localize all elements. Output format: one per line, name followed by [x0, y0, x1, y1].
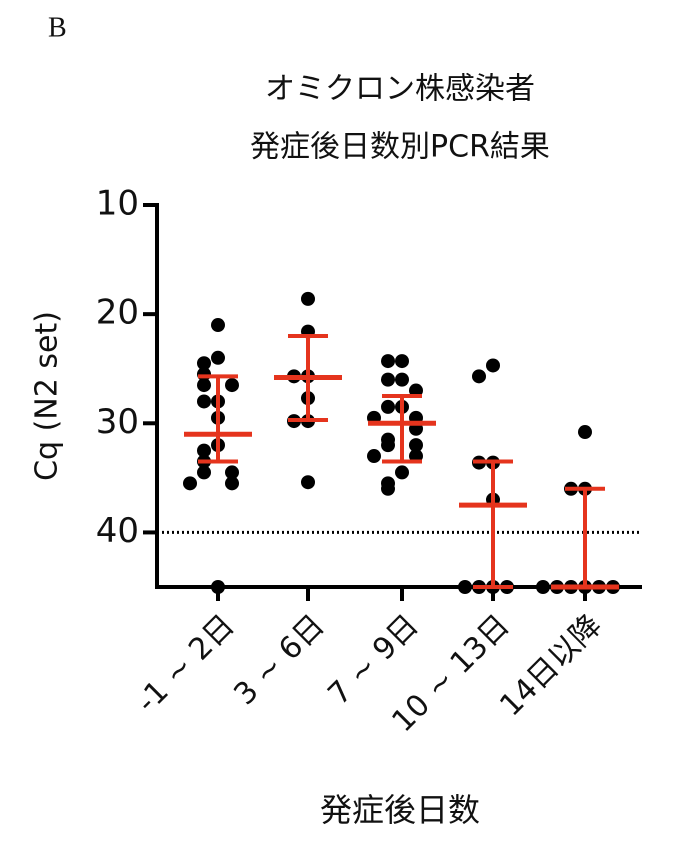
data-point	[225, 378, 239, 393]
data-point	[486, 358, 500, 373]
data-point	[211, 350, 225, 365]
data-point	[197, 443, 211, 458]
x-axis-label: 発症後日数	[320, 791, 480, 829]
data-point	[381, 372, 395, 387]
data-point	[381, 481, 395, 496]
data-point	[225, 465, 239, 480]
y-axis-label: Cq (N2 set)	[30, 311, 65, 481]
data-point	[197, 394, 211, 409]
data-point	[211, 318, 225, 333]
data-point	[197, 378, 211, 393]
x-tick-label: 14日以降	[493, 608, 608, 723]
x-tick-label: -1 ~ 2日	[130, 608, 242, 720]
data-point	[536, 580, 550, 594]
data-point	[409, 438, 423, 453]
data-point	[381, 354, 395, 369]
y-tick-label: 10	[96, 184, 139, 224]
chart-title: オミクロン株感染者	[265, 72, 535, 107]
data-point	[301, 475, 315, 490]
chart-subtitle: 発症後日数別PCR結果	[250, 130, 550, 165]
x-tick-label: 3 ~ 6日	[227, 608, 331, 712]
y-tick-label: 20	[96, 293, 139, 333]
data-point	[225, 476, 239, 491]
panel-label: B	[48, 12, 67, 43]
data-point	[395, 354, 409, 369]
y-tick-label: 30	[96, 402, 139, 442]
data-point	[197, 465, 211, 480]
data-point	[458, 580, 472, 594]
data-point	[578, 425, 592, 440]
data-point	[381, 438, 395, 453]
data-point	[197, 356, 211, 371]
y-tick-label: 40	[96, 511, 139, 551]
data-point	[381, 399, 395, 414]
data-point	[211, 580, 225, 594]
data-point	[395, 372, 409, 387]
data-point	[183, 476, 197, 491]
data-point	[395, 465, 409, 480]
data-point	[301, 291, 315, 306]
data-point	[472, 369, 486, 384]
data-point	[367, 449, 381, 464]
